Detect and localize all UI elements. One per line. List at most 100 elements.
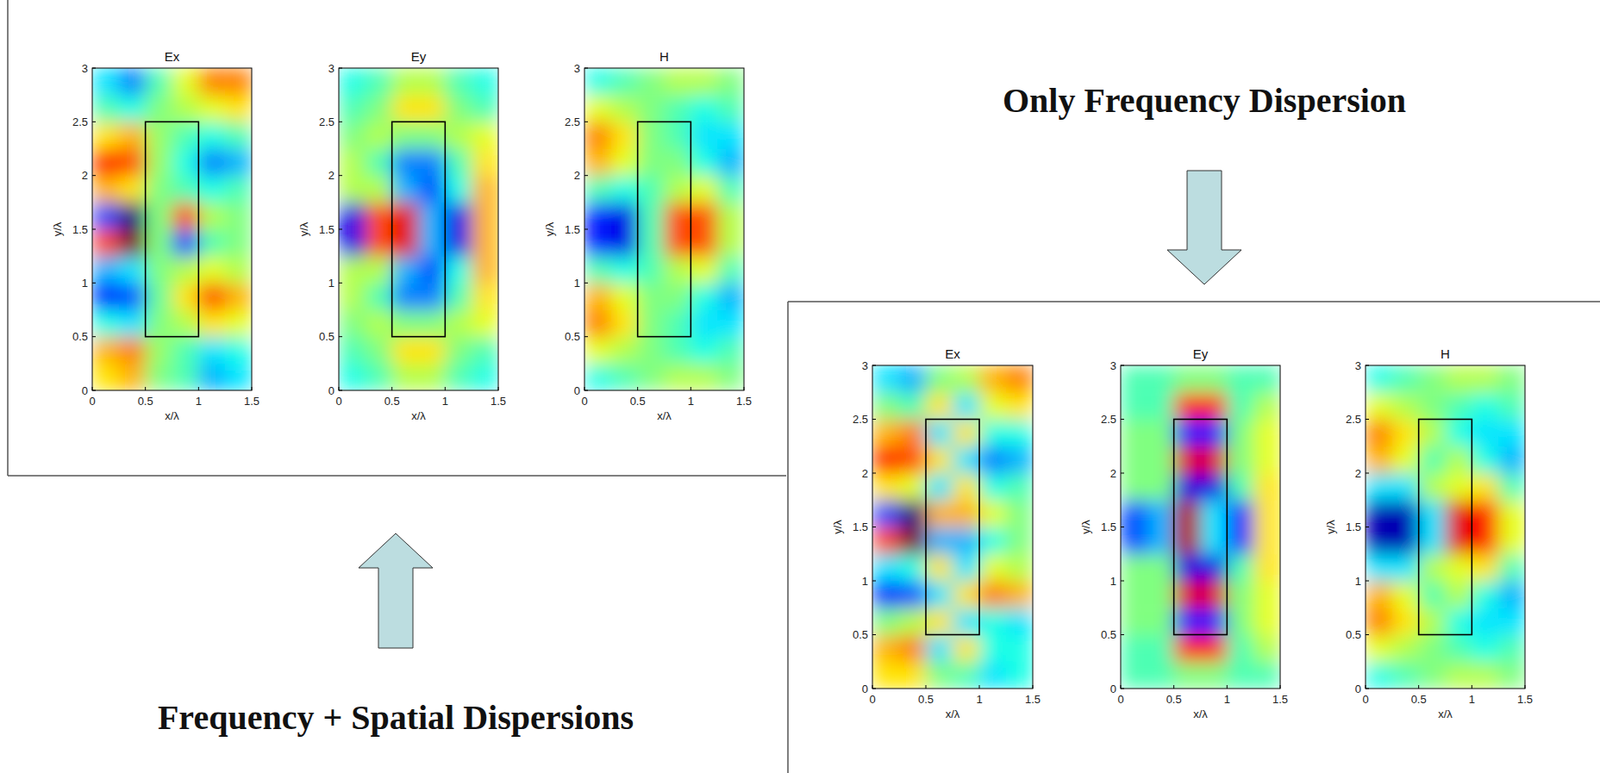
y-tick-label: 0.5 [1100,628,1117,642]
cells [872,365,1033,689]
cell [637,175,665,204]
structure-box [637,121,692,337]
cell [1006,473,1033,501]
cell [664,149,692,177]
cell [365,175,393,204]
cell [872,500,900,528]
x-tick [1032,685,1034,689]
caption: Only Frequency Dispersion [1002,81,1407,120]
cell [1365,500,1393,528]
cell [952,392,981,420]
cell [1006,581,1033,609]
x-tick [338,387,340,391]
cell [392,282,419,311]
y-tick [584,229,588,231]
y-tick [1120,526,1125,528]
cell [872,419,900,448]
plot-frame [584,68,744,391]
x-tick [1120,685,1122,689]
cell [925,392,954,420]
cell [365,202,393,231]
cell [92,149,119,177]
cell [145,68,173,96]
cell [899,365,927,394]
cell [444,149,472,177]
heatmap-chart: 00.511.500.511.522.53Eyx/λy/λ [1079,346,1288,721]
cell [1006,365,1033,394]
x-tick [925,685,927,689]
cell [717,202,744,231]
cell [664,229,692,257]
cell [365,282,393,311]
x-tick-label: 0 [88,394,95,408]
x-axis-label: x/λ [1193,707,1208,721]
y-tick [584,390,588,392]
plot-title: Ex [164,49,181,64]
y-tick [338,68,343,69]
cell [225,94,252,123]
y-tick [584,336,588,338]
cell [225,149,252,177]
cell [637,229,665,257]
cell [1226,635,1254,663]
cell [418,310,446,338]
cell [925,554,954,582]
y-tick-label: 0.5 [72,330,88,344]
cell [118,68,146,96]
cell [1418,607,1446,636]
cell [1006,419,1033,448]
y-tick-label: 1 [862,575,869,588]
cell [979,473,1007,501]
cell [1471,365,1499,394]
cell [664,68,692,96]
y-axis-label: y/λ [543,221,557,237]
cell [1006,554,1033,582]
cell [1120,392,1148,420]
cell [1174,581,1201,609]
x-tick-label: 1 [975,693,982,707]
y-tick [584,175,588,176]
y-tick [92,68,96,69]
y-tick-label: 2 [1110,467,1117,481]
y-tick [338,175,343,176]
cell [1445,473,1473,501]
y-tick-label: 1.5 [318,223,335,237]
cell [1174,392,1201,420]
cell [1498,446,1525,475]
cell [471,121,499,150]
cell [584,175,612,204]
cell [338,68,366,96]
cell [979,500,1007,528]
cell [664,121,692,150]
cell [1365,392,1393,420]
cell [1253,500,1281,528]
y-tick-label: 3 [1110,359,1117,373]
cell [1226,581,1254,609]
cell [471,175,499,204]
cell [1471,662,1499,689]
cell [899,527,927,556]
cell [118,310,146,338]
y-tick-label: 2.5 [1100,412,1117,426]
cell [172,310,200,338]
cell [1147,419,1175,448]
cell [1147,473,1175,501]
cell [979,581,1007,609]
y-tick [92,336,96,338]
cells [1120,365,1281,689]
cell [145,363,173,391]
cell [444,121,472,150]
cell [690,337,718,365]
cell [872,581,900,609]
y-tick-label: 2.5 [318,115,335,129]
cell [392,121,419,150]
cell [338,202,366,231]
x-tick [92,387,94,391]
cell [690,175,718,204]
x-tick-label: 1 [1468,693,1475,707]
cells [338,68,499,391]
cell [872,446,900,475]
cell [444,337,472,365]
plot-frame [92,68,252,391]
cell [338,310,366,338]
